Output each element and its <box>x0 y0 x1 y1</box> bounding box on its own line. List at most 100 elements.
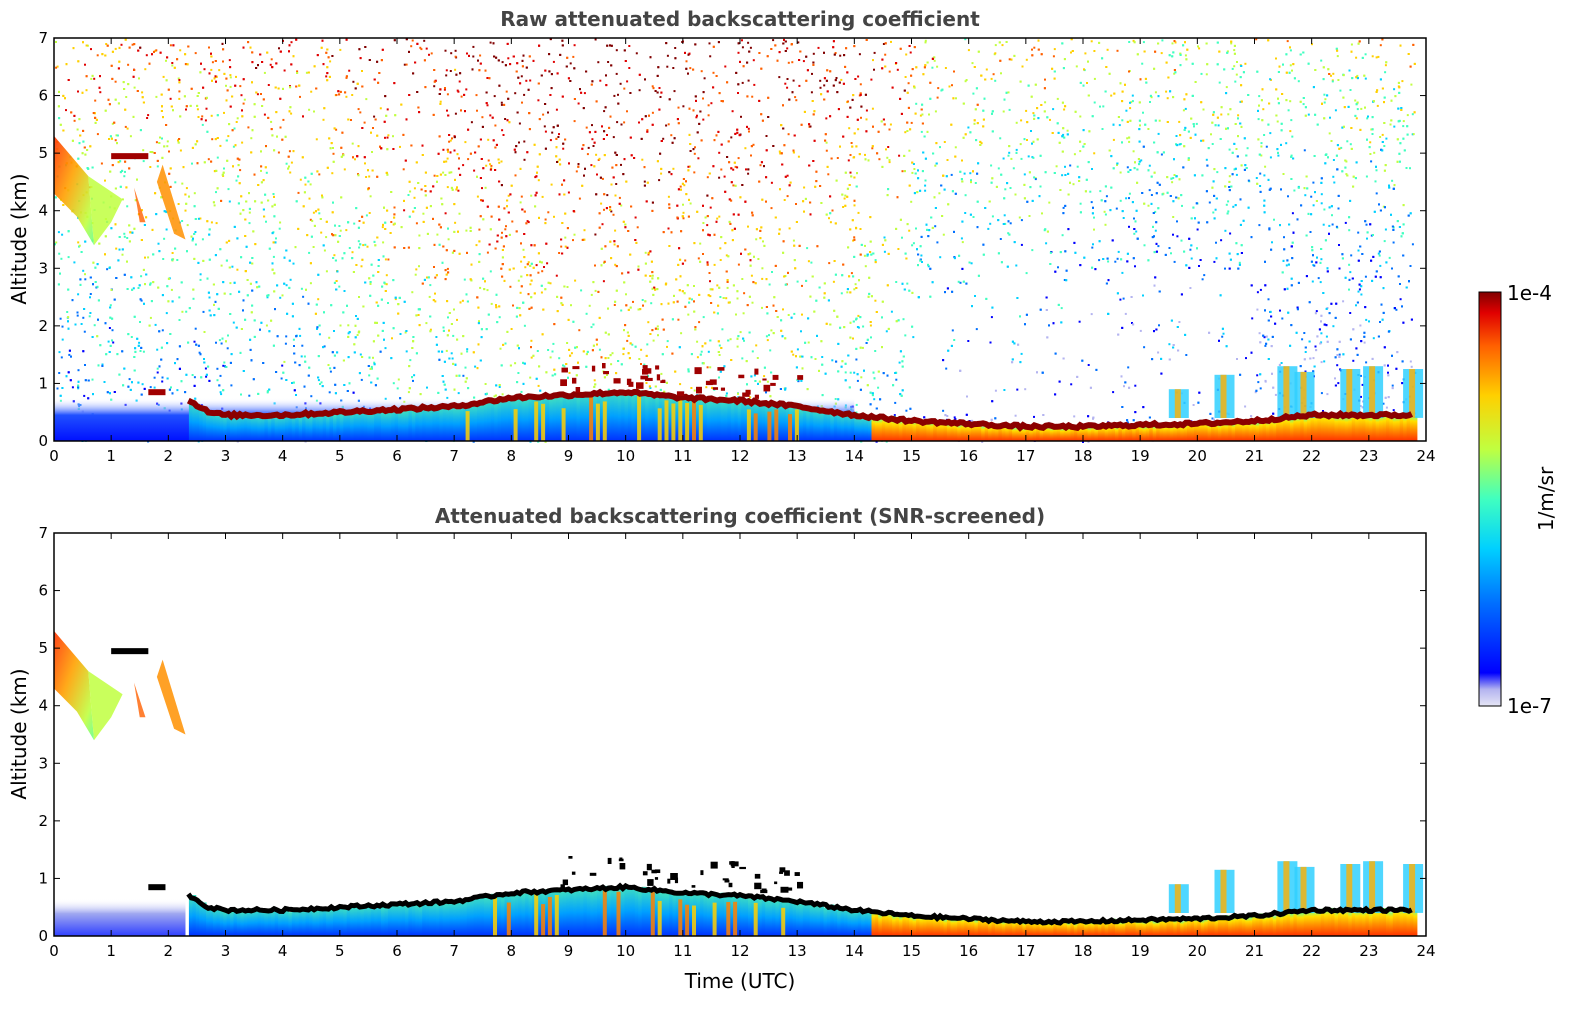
noise-speck <box>997 167 1000 170</box>
noise-speck <box>854 283 857 286</box>
noise-speck <box>702 316 705 319</box>
noise-speck <box>77 241 80 244</box>
noise-speck <box>1063 108 1066 111</box>
noise-speck <box>626 110 628 113</box>
noise-speck <box>550 183 553 186</box>
noise-speck <box>501 393 504 396</box>
noise-speck <box>177 203 180 205</box>
noise-speck <box>555 108 558 111</box>
noise-speck <box>536 350 539 352</box>
noise-speck <box>1362 400 1364 403</box>
noise-speck <box>921 113 924 116</box>
noise-speck <box>543 125 546 128</box>
noise-speck <box>882 43 885 45</box>
noise-speck <box>707 114 710 117</box>
noise-speck <box>267 84 270 86</box>
noise-speck <box>362 244 365 247</box>
noise-speck <box>357 108 360 111</box>
noise-speck <box>1200 139 1203 142</box>
noise-speck <box>1217 124 1220 127</box>
noise-speck <box>1015 121 1018 124</box>
noise-speck <box>736 166 739 169</box>
noise-speck <box>1205 158 1208 161</box>
noise-speck <box>907 82 910 85</box>
noise-speck <box>1364 275 1367 278</box>
noise-speck <box>284 342 287 345</box>
noise-speck <box>487 138 490 141</box>
noise-speck <box>1388 256 1391 259</box>
noise-speck <box>1264 380 1267 383</box>
noise-speck <box>990 164 993 167</box>
noise-speck <box>742 312 745 315</box>
noise-speck <box>859 83 862 86</box>
noise-speck <box>1003 389 1006 391</box>
noise-speck <box>387 134 390 137</box>
noise-speck <box>279 296 282 299</box>
noise-speck <box>186 224 189 227</box>
noise-speck <box>215 222 218 225</box>
noise-speck <box>216 156 219 159</box>
noise-speck <box>849 171 852 174</box>
noise-speck <box>1090 40 1093 43</box>
noise-speck <box>1348 69 1351 72</box>
noise-speck <box>1128 197 1130 200</box>
noise-speck <box>744 147 747 150</box>
noise-speck <box>1338 353 1341 356</box>
noise-speck <box>855 358 858 361</box>
noise-speck <box>265 171 268 174</box>
noise-speck <box>1348 229 1351 232</box>
noise-speck <box>583 92 586 95</box>
noise-speck <box>1221 335 1224 338</box>
noise-speck <box>1101 128 1104 130</box>
noise-speck <box>1291 69 1293 72</box>
noise-speck <box>228 200 231 203</box>
noise-speck <box>111 122 114 125</box>
noise-speck <box>510 328 513 330</box>
noise-speck <box>345 95 348 98</box>
noise-speck <box>612 136 615 139</box>
noise-speck <box>1285 142 1288 145</box>
noise-speck <box>153 386 156 389</box>
noise-speck <box>1269 78 1272 81</box>
noise-speck <box>461 299 464 302</box>
noise-speck <box>1220 239 1223 242</box>
noise-speck <box>114 139 117 142</box>
noise-speck <box>908 149 911 152</box>
noise-speck <box>1289 130 1292 133</box>
noise-speck <box>864 244 866 247</box>
noise-speck <box>1384 228 1387 231</box>
noise-speck <box>328 391 331 394</box>
noise-speck <box>1355 117 1358 120</box>
noise-speck <box>829 221 832 224</box>
noise-speck <box>194 52 197 55</box>
noise-speck <box>1205 73 1208 76</box>
noise-speck <box>1064 165 1066 168</box>
noise-speck <box>672 167 675 170</box>
noise-speck <box>1014 193 1017 196</box>
noise-speck <box>1078 320 1081 323</box>
noise-speck <box>964 38 967 41</box>
noise-speck <box>94 99 97 102</box>
noise-speck <box>74 323 77 326</box>
noise-speck <box>1361 383 1364 386</box>
noise-speck <box>616 121 619 124</box>
noise-speck <box>165 210 168 213</box>
noise-speck <box>1269 132 1272 135</box>
noise-speck <box>534 176 537 179</box>
noise-speck <box>1244 62 1247 65</box>
noise-speck <box>1201 278 1204 281</box>
noise-speck <box>541 195 544 198</box>
noise-speck <box>61 325 64 328</box>
noise-speck <box>1349 271 1352 274</box>
noise-speck <box>1160 153 1163 156</box>
noise-speck <box>283 69 286 72</box>
noise-speck <box>71 386 74 389</box>
noise-speck <box>1374 180 1377 183</box>
noise-speck <box>231 265 234 268</box>
noise-speck <box>1020 119 1023 122</box>
noise-speck <box>1132 150 1135 153</box>
noise-speck <box>1227 200 1230 203</box>
noise-speck <box>1247 179 1250 182</box>
noise-speck <box>1025 58 1028 61</box>
